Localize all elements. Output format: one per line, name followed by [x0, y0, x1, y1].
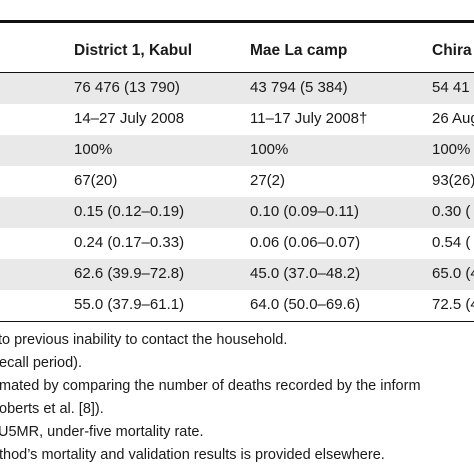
footnote: oberts et al. [8]). — [0, 401, 104, 417]
table-cell: 27(2) — [250, 172, 286, 189]
table-cell: 11–17 July 2008† — [250, 110, 368, 127]
table-cell: 72.5 (4 — [432, 296, 474, 313]
table-cell: 100% — [432, 141, 471, 158]
table-row: 76 476 (13 790) 43 794 (5 384) 54 41 — [0, 73, 474, 104]
table-row: 55.0 (37.9–61.1) 64.0 (50.0–69.6) 72.5 (… — [0, 290, 474, 321]
top-rule — [0, 20, 474, 23]
column-header-mae-la: Mae La camp — [250, 42, 348, 59]
footnote: ecall period). — [0, 355, 83, 371]
table-cell: 0.15 (0.12–0.19) — [74, 203, 185, 220]
header-rule — [0, 72, 474, 73]
table-cell: 45.0 (37.0–48.2) — [250, 265, 361, 282]
table-cell: 0.24 (0.17–0.33) — [74, 234, 185, 251]
footnote: thod’s mortality and validation results … — [0, 447, 385, 463]
table-cell: 26 Aug — [432, 110, 474, 127]
table-cell: 0.06 (0.06–0.07) — [250, 234, 361, 251]
bottom-rule — [0, 321, 474, 322]
table-row: 0.24 (0.17–0.33) 0.06 (0.06–0.07) 0.54 ( — [0, 228, 474, 259]
table-cell: 0.10 (0.09–0.11) — [250, 203, 359, 220]
table-header: District 1, Kabul Mae La camp Chira — [0, 42, 474, 72]
table-cell: 100% — [74, 141, 113, 158]
column-header-chira: Chira — [432, 42, 472, 59]
table-cell: 93(26) — [432, 172, 474, 189]
table-row: 14–27 July 2008 11–17 July 2008† 26 Aug — [0, 104, 474, 135]
table-cell: 67(20) — [74, 172, 118, 189]
table-cell: 55.0 (37.9–61.1) — [74, 296, 185, 313]
table-cell: 14–27 July 2008 — [74, 110, 185, 127]
table-cell: 43 794 (5 384) — [250, 79, 348, 96]
table-row: 67(20) 27(2) 93(26) — [0, 166, 474, 197]
table-cell: 65.0 (4 — [432, 265, 474, 282]
column-header-kabul: District 1, Kabul — [74, 42, 192, 59]
table-row: 62.6 (39.9–72.8) 45.0 (37.0–48.2) 65.0 (… — [0, 259, 474, 290]
footnote: to previous inability to contact the hou… — [0, 332, 288, 348]
table-cell: 0.30 ( — [432, 203, 471, 220]
table-cell: 100% — [250, 141, 289, 158]
footnote: U5MR, under-five mortality rate. — [0, 424, 204, 440]
footnote: mated by comparing the number of deaths … — [0, 378, 421, 394]
table-cell: 54 41 — [432, 79, 470, 96]
table-cell: 76 476 (13 790) — [74, 79, 180, 96]
table-cell: 0.54 ( — [432, 234, 471, 251]
table-row: 0.15 (0.12–0.19) 0.10 (0.09–0.11) 0.30 ( — [0, 197, 474, 228]
table-cell: 64.0 (50.0–69.6) — [250, 296, 361, 313]
table-cell: 62.6 (39.9–72.8) — [74, 265, 185, 282]
table-row: 100% 100% 100% — [0, 135, 474, 166]
